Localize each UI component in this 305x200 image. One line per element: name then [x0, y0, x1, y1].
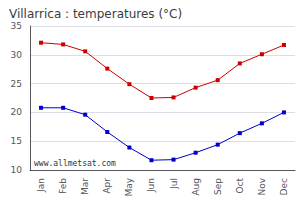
- svg-text:Mar: Mar: [80, 178, 90, 195]
- svg-text:10: 10: [11, 165, 23, 175]
- svg-text:35: 35: [11, 21, 22, 31]
- svg-text:Aug: Aug: [191, 178, 201, 196]
- svg-text:Oct: Oct: [235, 178, 245, 194]
- svg-text:Jan: Jan: [36, 178, 46, 193]
- svg-text:Jul: Jul: [169, 178, 179, 190]
- svg-text:Nov: Nov: [257, 177, 267, 195]
- svg-text:15: 15: [11, 136, 22, 146]
- svg-text:Feb: Feb: [58, 178, 68, 194]
- svg-text:www.allmetsat.com: www.allmetsat.com: [34, 159, 116, 168]
- svg-text:May: May: [124, 177, 134, 196]
- svg-text:Jun: Jun: [146, 178, 156, 193]
- svg-text:25: 25: [11, 79, 22, 89]
- svg-text:Sep: Sep: [213, 178, 223, 195]
- svg-text:Villarrica : temperatures (°C): Villarrica : temperatures (°C): [9, 7, 182, 21]
- svg-text:Apr: Apr: [102, 178, 112, 194]
- svg-text:30: 30: [11, 50, 23, 60]
- svg-text:Dec: Dec: [279, 178, 289, 195]
- svg-text:20: 20: [11, 107, 23, 117]
